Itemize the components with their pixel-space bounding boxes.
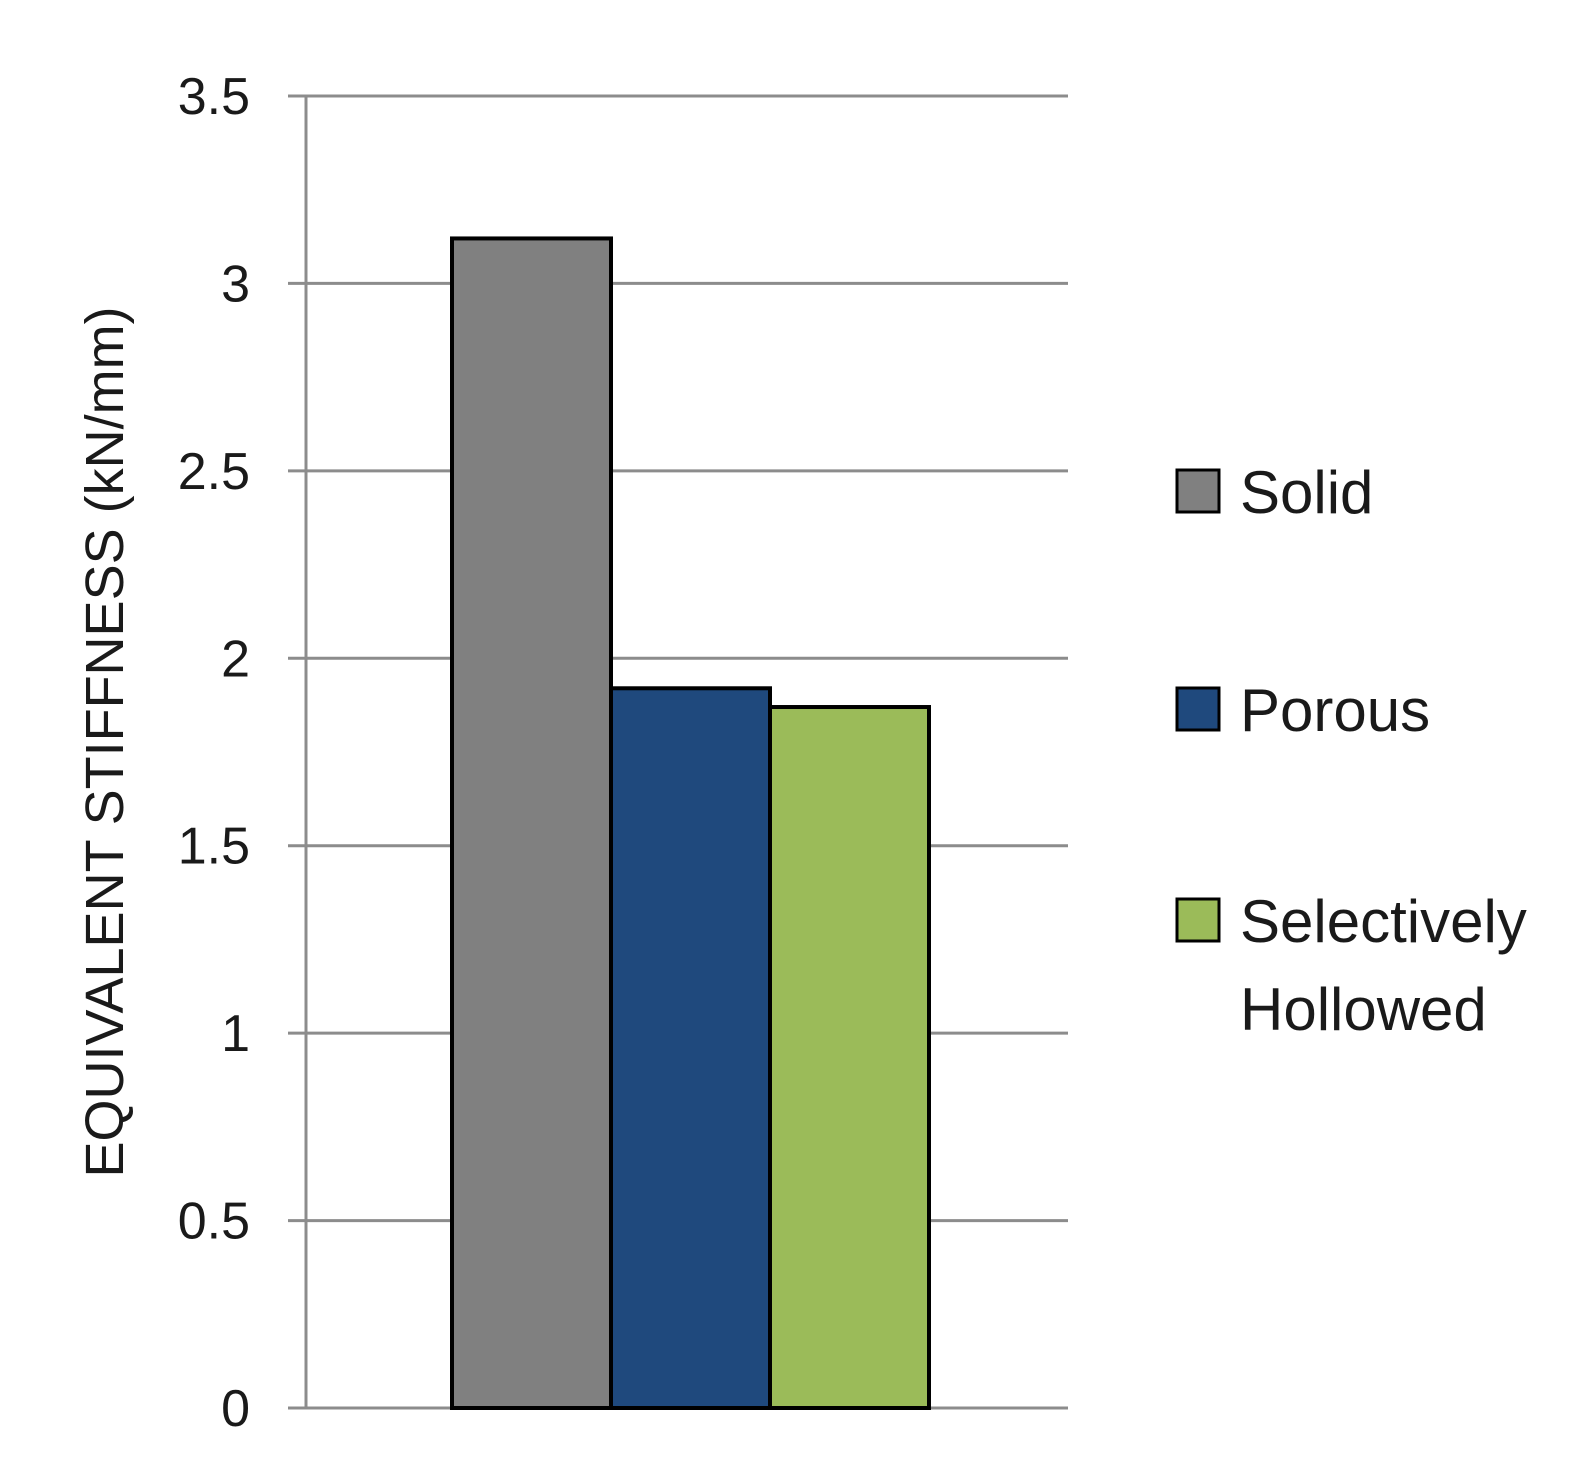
legend-label: Selectively <box>1240 888 1527 955</box>
y-tick-label: 3 <box>221 255 250 313</box>
bars <box>450 236 931 1411</box>
y-tick-label: 1 <box>221 1005 250 1063</box>
y-tick-label: 0 <box>221 1380 250 1438</box>
legend-item: Porous <box>1175 677 1430 744</box>
bar-selectively-hollowed <box>768 705 931 1410</box>
legend-label: Solid <box>1240 459 1373 526</box>
y-tick-label: 1.5 <box>178 818 250 876</box>
y-tick-labels: 0 0.5 1 1.5 2 2.5 3 3.5 <box>178 68 250 1438</box>
legend-swatch <box>1175 897 1221 943</box>
bar-porous <box>609 686 772 1410</box>
legend-item: Solid <box>1175 459 1373 526</box>
y-tick-label: 0.5 <box>178 1193 250 1251</box>
legend-label: Hollowed <box>1240 976 1487 1043</box>
y-tick-label: 2 <box>221 630 250 688</box>
y-tick-label: 2.5 <box>178 443 250 501</box>
bar-solid <box>450 236 613 1411</box>
legend-label: Porous <box>1240 677 1430 744</box>
legend-swatch <box>1175 468 1221 514</box>
legend-swatch <box>1175 686 1221 732</box>
legend-item: Selectively Hollowed <box>1175 888 1527 1043</box>
legend: Solid Porous Selectively Hollowed <box>1175 459 1527 1043</box>
y-axis-title: EQUIVALENT STIFFNESS (kN/mm) <box>75 306 135 1177</box>
y-tick-label: 3.5 <box>178 68 250 126</box>
